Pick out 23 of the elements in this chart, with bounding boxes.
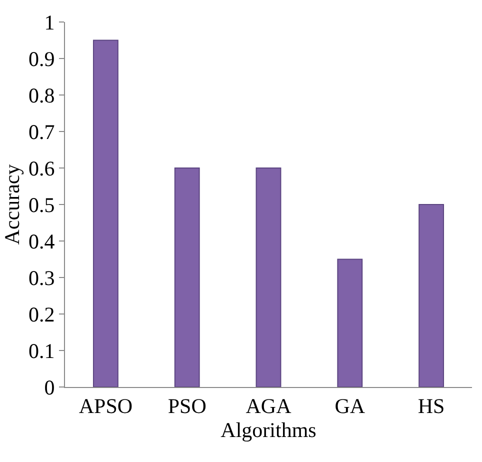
y-tick-label: 0.4 [28,229,56,254]
y-tick-label: 0.2 [28,302,55,326]
y-tick-label: 1 [44,10,55,34]
y-tick-label: 0.1 [28,338,55,363]
y-tick-label: 0.8 [28,83,55,108]
x-tick-label: GA [334,394,366,418]
y-tick-label: 0.3 [28,266,55,290]
y-tick-label: 0.7 [28,120,55,144]
x-tick-label: PSO [168,394,206,418]
bar [92,40,118,387]
bar [174,168,200,387]
bar [256,168,282,387]
y-tick-label: 0 [44,375,55,400]
bar [337,258,363,387]
bar [418,204,444,387]
y-tick-label: 0.9 [28,46,55,71]
y-tick-label: 0.6 [28,156,55,180]
x-tick-label: APSO [78,394,133,418]
x-tick-label: HS [418,394,445,418]
y-axis-title: Accuracy [0,164,24,245]
x-axis-title: Algorithms [220,418,316,442]
y-tick-label: 0.5 [28,192,55,217]
x-tick-label: AGA [246,394,292,418]
